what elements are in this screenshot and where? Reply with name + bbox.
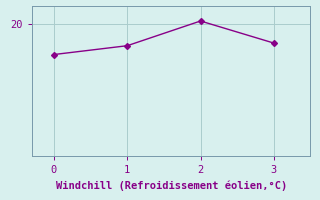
X-axis label: Windchill (Refroidissement éolien,°C): Windchill (Refroidissement éolien,°C) [56,181,287,191]
